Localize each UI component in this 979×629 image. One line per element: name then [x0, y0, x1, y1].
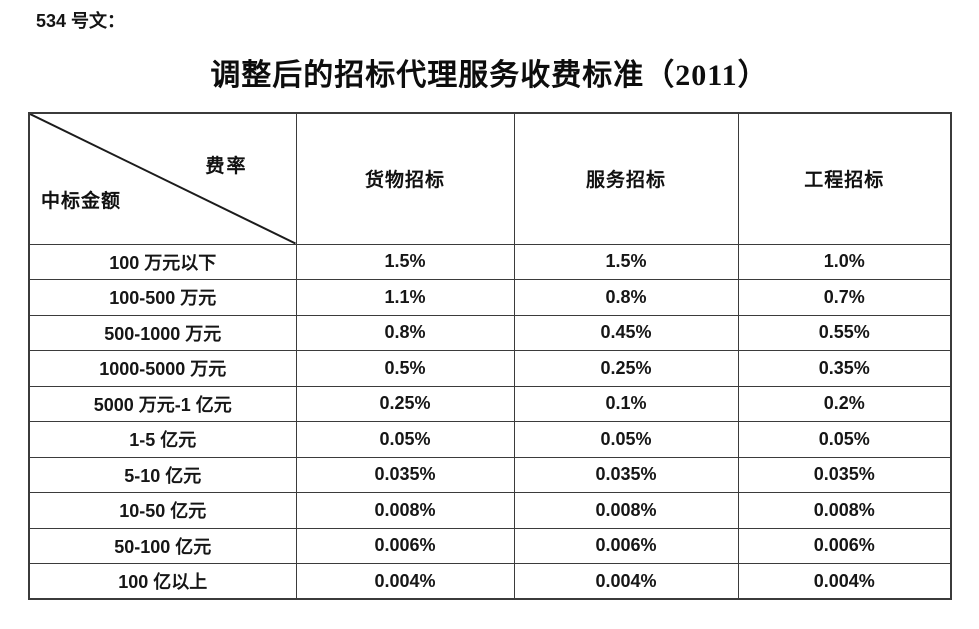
row-label: 5-10 亿元 [28, 456, 297, 493]
row-label: 50-100 亿元 [28, 527, 297, 564]
fee-cell: 0.1% [513, 385, 739, 422]
fee-cell: 0.004% [737, 563, 952, 600]
fee-cell: 0.006% [513, 527, 739, 564]
fee-cell: 0.45% [513, 314, 739, 351]
row-label: 100 亿以上 [28, 563, 297, 600]
row-label: 500-1000 万元 [28, 314, 297, 351]
fee-cell: 0.7% [737, 279, 952, 316]
fee-cell: 0.004% [295, 563, 515, 600]
table-row: 5000 万元-1 亿元 0.25% 0.1% 0.2% [28, 385, 952, 422]
fee-cell: 0.008% [737, 492, 952, 529]
col-header-services: 服务招标 [513, 112, 739, 245]
doc-title: 调整后的招标代理服务收费标准（2011） [210, 59, 769, 92]
row-label: 1-5 亿元 [28, 421, 297, 458]
fee-cell: 1.5% [295, 243, 515, 280]
fee-cell: 0.35% [737, 350, 952, 387]
fee-cell: 0.25% [295, 385, 515, 422]
table-row: 100 万元以下 1.5% 1.5% 1.0% [28, 243, 952, 280]
table-row: 100 亿以上 0.004% 0.004% 0.004% [28, 563, 952, 600]
fee-cell: 0.55% [737, 314, 952, 351]
fee-table: 费率 中标金额 货物招标 服务招标 工程招标 100 万元以下 1.5% 1.5… [28, 112, 952, 600]
fee-cell: 0.035% [513, 456, 739, 493]
header-row: 费率 中标金额 货物招标 服务招标 工程招标 [28, 112, 952, 245]
fee-cell: 1.0% [737, 243, 952, 280]
fee-cell: 0.05% [513, 421, 739, 458]
fee-cell: 0.008% [295, 492, 515, 529]
diagonal-divider [30, 114, 296, 244]
table-row: 50-100 亿元 0.006% 0.006% 0.006% [28, 527, 952, 564]
fee-cell: 0.5% [295, 350, 515, 387]
table-row: 100-500 万元 1.1% 0.8% 0.7% [28, 279, 952, 316]
col-header-goods: 货物招标 [295, 112, 515, 245]
row-label: 5000 万元-1 亿元 [28, 385, 297, 422]
fee-cell: 0.035% [737, 456, 952, 493]
col-header-works: 工程招标 [737, 112, 952, 245]
table-row: 10-50 亿元 0.008% 0.008% 0.008% [28, 492, 952, 529]
fee-cell: 0.25% [513, 350, 739, 387]
fee-cell: 1.1% [295, 279, 515, 316]
row-label: 100 万元以下 [28, 243, 297, 280]
table-row: 1000-5000 万元 0.5% 0.25% 0.35% [28, 350, 952, 387]
fee-cell: 0.035% [295, 456, 515, 493]
fee-cell: 0.05% [295, 421, 515, 458]
row-label: 100-500 万元 [28, 279, 297, 316]
corner-amount-label: 中标金额 [41, 191, 122, 212]
table-row: 500-1000 万元 0.8% 0.45% 0.55% [28, 314, 952, 351]
table-row: 5-10 亿元 0.035% 0.035% 0.035% [28, 456, 952, 493]
fee-cell: 0.006% [737, 527, 952, 564]
fee-cell: 0.2% [737, 385, 952, 422]
row-label: 1000-5000 万元 [28, 350, 297, 387]
fee-cell: 0.004% [513, 563, 739, 600]
fee-cell: 0.8% [513, 279, 739, 316]
fee-cell: 0.8% [295, 314, 515, 351]
fee-cell: 1.5% [513, 243, 739, 280]
corner-cell: 费率 中标金额 [28, 112, 297, 245]
fee-cell: 0.006% [295, 527, 515, 564]
corner-rate-label: 费率 [205, 156, 248, 177]
fee-cell: 0.05% [737, 421, 952, 458]
fee-cell: 0.008% [513, 492, 739, 529]
table-row: 1-5 亿元 0.05% 0.05% 0.05% [28, 421, 952, 458]
row-label: 10-50 亿元 [28, 492, 297, 529]
doc-ref-label: 534 号文： [36, 11, 126, 31]
